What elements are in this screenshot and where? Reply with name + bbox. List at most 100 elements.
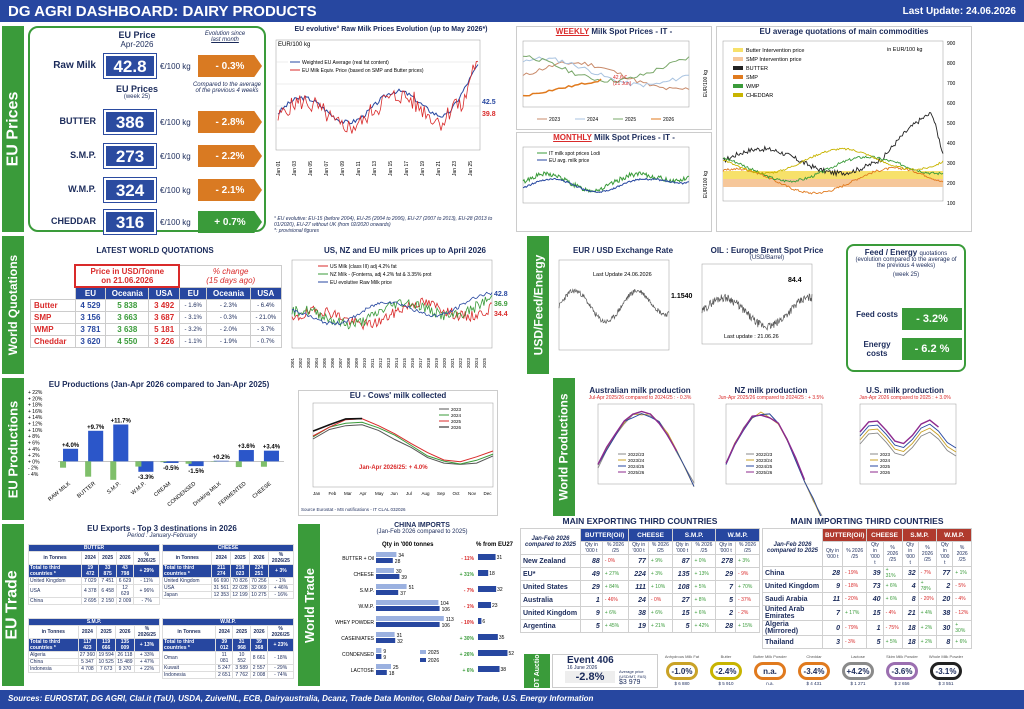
gdt-item-price-0: $ 6 880 [674, 681, 690, 686]
usnz-x-tick: 2017 [418, 357, 423, 368]
commod-series-butter [722, 112, 944, 178]
cows-x-tick: Mar [344, 491, 352, 496]
exp-cell: + 27% [601, 567, 630, 581]
china-pct-val-1: 18 [489, 571, 495, 577]
euprod-y-tick: + 2% [28, 453, 40, 459]
price-change-2: - 2.2% [198, 145, 262, 167]
gdt-change: -2.8% [565, 671, 615, 683]
price-unit-2: €/100 kg [160, 152, 191, 161]
weekly-series-2026 [522, 78, 602, 97]
nz-series-2025/26 [725, 414, 806, 481]
imp-row: Algeria (Mirrored) 0- 79% 1- 75% 18 + 2% 30 + … [762, 620, 972, 636]
euprod-cat-0: RAW MILK [47, 481, 72, 503]
imp-country: United Arab Emirates [762, 605, 823, 621]
cows-x-tick: May [375, 491, 384, 496]
euprod-y-tick: + 20% [28, 396, 43, 402]
usnz-x-tick: 2021 [450, 357, 455, 368]
imp-cell: 1 [866, 620, 884, 636]
monthly-series-it [522, 171, 690, 194]
china-pct-0: - 11% [461, 556, 474, 562]
euprod-bar-0 [63, 448, 79, 462]
evolution-sub: last month [211, 37, 239, 43]
exports-cell: 43 798 [115, 564, 135, 578]
wq-eu: 4 529 [74, 299, 107, 312]
china-legend-swatch-2026 [420, 658, 426, 662]
euprod-cat-3: W.M.P. [130, 481, 147, 497]
china-val-2026-3: 106 [442, 607, 451, 613]
gdt-item-value-6: -3.1% [930, 662, 962, 680]
imp-cell: - 4% [882, 605, 903, 621]
exports-cell: USA [27, 584, 83, 598]
usnz-series-0 [291, 297, 493, 331]
nz-chart-panel: NZ milk production Jun-Apr 2025/26 compa… [706, 386, 836, 516]
wq-row: SMP 3 156 3 663 3 687- 3.1% - 0.3% - 21.0% [30, 311, 283, 324]
exp-cell: 2 [715, 606, 737, 620]
usnz-series-2 [291, 291, 493, 326]
us-nz-chart-panel: US, NZ and EU milk prices up to April 20… [286, 246, 524, 374]
monthly-legend-2: EU avg. milk price [549, 158, 590, 164]
exp-cell: + 70% [735, 580, 760, 594]
raw-milk-chart-title: EU evolutive° Raw Milk Prices Evolution … [294, 26, 488, 33]
nz-legend-text: 2023/24 [756, 458, 773, 463]
commod-y-tick: 600 [947, 101, 956, 107]
exp-sub-head: % 2026/25 [601, 541, 630, 555]
euprod-bar-prev-3 [135, 461, 142, 467]
cows-x-tick: Apr [360, 491, 368, 496]
gdt-item-value-0: -1.0% [666, 662, 698, 680]
exp-cell: - 2% [735, 606, 760, 620]
euprod-bar-1 [88, 430, 104, 462]
wq-product: Butter [30, 299, 76, 312]
commod-legend-bg [731, 45, 827, 105]
imp-sub-head: % 2026/25 [841, 541, 868, 567]
eu-prod-chart-panel: EU Productions (Jan-Apr 2026 compared to… [28, 380, 290, 520]
usnz-x-tick: 2005 [322, 357, 327, 368]
exp-sub-head: Qty in '000 t [715, 541, 737, 555]
nz-legend-text: 2024/25 [756, 464, 773, 469]
evolution-head: Evolution since [204, 31, 246, 37]
imp-cell: + 1% [952, 566, 972, 580]
china-val-2025-1: 30 [396, 569, 402, 575]
euprod-label-3: -3.3% [138, 475, 154, 481]
price-change-1: - 2.8% [198, 111, 262, 133]
plot-frame [597, 403, 695, 485]
raw-x-tick: Jan 15 [388, 161, 394, 176]
commod-y-tick: 100 [947, 201, 956, 207]
china-pct-bar-4 [478, 618, 482, 624]
china-pct-5: + 30% [460, 636, 475, 642]
commod-legend-swatch [733, 84, 743, 88]
euprod-bar-5 [188, 461, 204, 467]
exp-cell: 49 [580, 567, 603, 581]
china-cat-6: CONDENSED [342, 652, 374, 658]
euprod-cat-1: BUTTER [76, 481, 97, 500]
gdt-event-box: Event 406 16 June 2026 -2.8% Average pri… [552, 654, 658, 688]
wq-product: SMP [30, 311, 76, 324]
usnz-end-2: 34.4 [494, 311, 508, 318]
euprod-y-tick: + 18% [28, 403, 43, 409]
usnz-x-tick: 2006 [330, 357, 335, 368]
china-bar-2025-5 [376, 632, 395, 637]
gdt-item-name-3: Cheddar [806, 654, 822, 659]
euprod-y-tick: + 4% [28, 447, 40, 453]
imp-cell: + 6% [952, 635, 972, 649]
exp-cell: 111 [628, 580, 649, 594]
aus-series-2025/26 [597, 410, 678, 465]
gdt-label: GDT Auction [524, 650, 550, 692]
exp-cell: + 5% [691, 580, 717, 594]
china-val-2026-1: 39 [401, 575, 407, 581]
wq-us: 3 687 [148, 311, 180, 324]
feed-week: (week 25) [892, 272, 920, 278]
wq-us: 3 226 [148, 335, 180, 348]
wq-ceu: - 1.1% [178, 335, 208, 348]
wq-cus: - 0.7% [249, 335, 283, 348]
oil-value: 84.4 [788, 277, 802, 284]
nz-title: NZ milk production [734, 386, 808, 395]
exports-cell: + 29% [133, 564, 160, 578]
china-legend-swatch-2025 [420, 650, 426, 654]
exp-prod-head: BUTTER(Oil) [579, 528, 630, 542]
exp-country: Australia [520, 593, 581, 607]
usnz-x-tick: 2008 [346, 357, 351, 368]
exports-row: Total to third countries * 39 012 31 968 39… [161, 638, 294, 652]
usnz-x-tick: 2010 [362, 357, 367, 368]
gdt-avg: $3 979 [619, 679, 641, 686]
